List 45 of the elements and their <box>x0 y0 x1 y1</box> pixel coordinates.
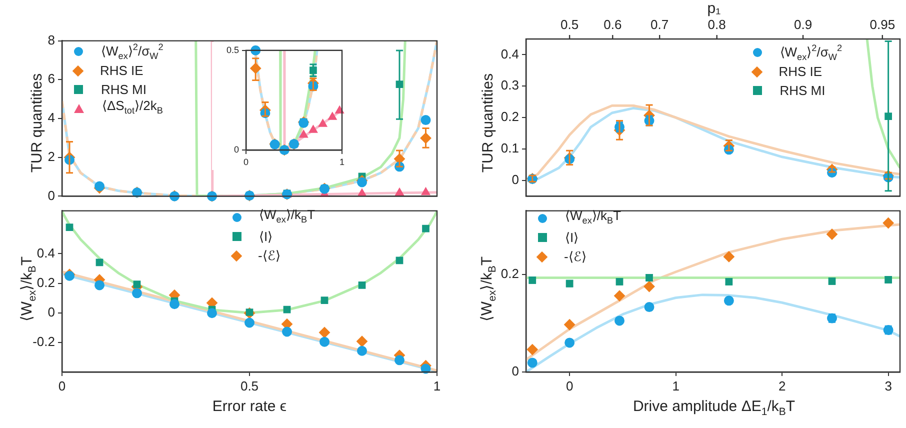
y-tick-label: 0.2 <box>500 109 519 124</box>
legend-label: RHS MI <box>780 82 826 100</box>
text: 0.95 <box>870 17 896 32</box>
legend-label: RHS IE <box>100 62 144 80</box>
y-tick-label: 0 <box>512 364 519 379</box>
legend-label: ⟨I⟩ <box>258 228 273 246</box>
y-tick-label: 0 <box>48 304 55 320</box>
x-tick-label: 3 <box>884 378 892 394</box>
legend-label: -⟨ℰ⟩ <box>258 247 280 265</box>
y-tick-label: 0 <box>48 188 55 203</box>
y-tick-label: 4 <box>48 110 55 126</box>
x-tick-label: 1 <box>433 378 441 394</box>
y-axis-title: TUR quantities <box>480 73 496 173</box>
x-tick-label: 0 <box>58 378 66 394</box>
y-tick-label: 0.2 <box>36 274 55 290</box>
y-tick-label: 8 <box>48 32 55 48</box>
x-tick-label: 2 <box>778 378 786 394</box>
y-tick-label: 0.4 <box>500 46 519 62</box>
y-tick-label: 6 <box>48 71 55 86</box>
y-axis-title: TUR quantities <box>28 73 46 173</box>
text: 0.6 <box>604 17 622 32</box>
legend-label: ⟨W$_{ex}$⟩/k$_{B}$T <box>565 207 622 228</box>
legend-label: ⟨ΔS$_{tot}$⟩/2k$_{B}$ <box>102 97 163 118</box>
y-tick-label: 0.1 <box>500 140 519 156</box>
legend-label: -⟨ℰ⟩ <box>564 248 586 266</box>
x-tick-label: 1 <box>672 378 680 394</box>
legend-label: ⟨W$_{ex}$⟩/k$_{B}$T <box>258 206 316 227</box>
text: 0.9 <box>794 17 812 32</box>
y-tick-label: 0 <box>512 172 519 188</box>
legend-label: ⟨I⟩ <box>565 229 579 247</box>
y-tick-label: -0.2 <box>32 334 55 349</box>
legend-label: RHS IE <box>778 63 822 81</box>
text: 0.8 <box>708 17 726 32</box>
y-tick-label: 0.4 <box>36 245 55 260</box>
y-tick-label: 0.2 <box>500 266 519 281</box>
y-tick-label: 0.3 <box>500 78 519 93</box>
text: 0.5 <box>560 17 579 32</box>
legend-label: RHS MI <box>101 81 146 99</box>
x-tick-label: 0 <box>566 378 574 394</box>
x-tick-label: 1 <box>339 156 345 167</box>
text: 0.7 <box>650 17 669 32</box>
x-tick-label: 0.5 <box>240 378 259 394</box>
x2-axis-title: p₁ <box>707 0 721 17</box>
x-axis-title: Drive amplitude ΔE$_{1}$/k$_{B}$T <box>632 398 796 418</box>
x-axis-title: Error rate ϵ <box>212 398 287 415</box>
